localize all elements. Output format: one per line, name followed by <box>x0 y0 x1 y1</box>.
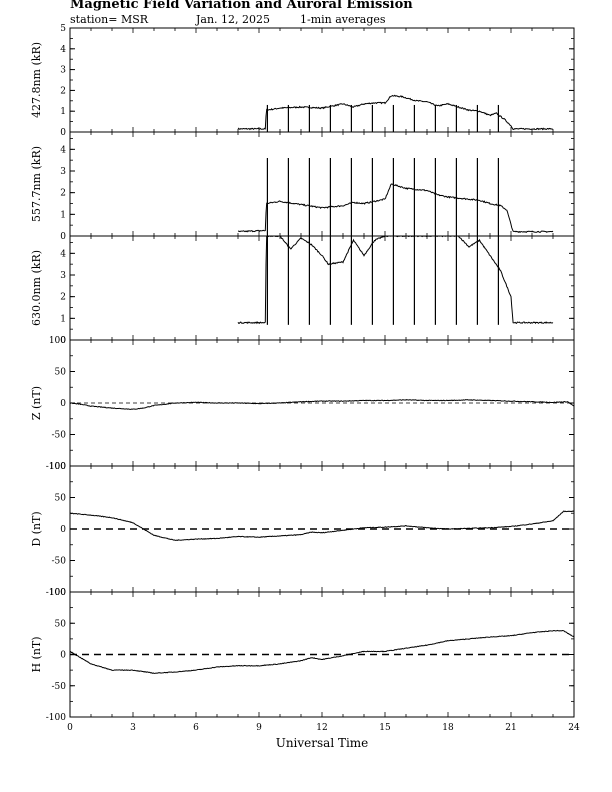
xtick-label-5: 15 <box>379 723 391 733</box>
series-line-427 <box>237 94 554 131</box>
ytick-label-D-3: 50 <box>55 494 67 504</box>
series-line-Z <box>69 399 575 410</box>
ytick-label-630-2: 2 <box>60 293 66 303</box>
xtick-label-3: 9 <box>256 723 262 733</box>
ytick-label-427-3: 3 <box>60 66 66 76</box>
ytick-label-Z-1: -50 <box>52 431 67 441</box>
ylabel-Z: Z (nT) <box>30 386 43 420</box>
xtick-label-4: 12 <box>316 723 327 733</box>
series-line-H <box>69 629 575 674</box>
xtick-label-2: 6 <box>193 723 199 733</box>
ylabel-D: D (nT) <box>30 511 43 546</box>
ylabel-630: 630.0nm (kR) <box>30 250 43 326</box>
series-line-D <box>69 510 575 542</box>
ytick-label-427-0: 0 <box>60 128 66 138</box>
date-label: Jan. 12, 2025 <box>196 13 271 26</box>
series-line-557 <box>237 183 554 234</box>
xtick-label-8: 24 <box>568 723 580 733</box>
ytick-label-H-1: -50 <box>52 682 67 692</box>
ytick-label-427-5: 5 <box>60 24 66 34</box>
ytick-label-D-1: -50 <box>52 557 67 567</box>
ytick-label-557-3: 3 <box>60 167 66 177</box>
ytick-label-D-2: 0 <box>60 525 66 535</box>
ylabel-427: 427.8nm (kR) <box>30 42 43 118</box>
series-line-630 <box>237 235 554 325</box>
ytick-label-557-2: 2 <box>60 189 66 199</box>
ytick-label-557-4: 4 <box>60 145 66 155</box>
ytick-label-D-4: 100 <box>49 462 66 472</box>
ytick-label-H-4: 100 <box>49 588 66 598</box>
ytick-label-H-3: 50 <box>55 619 67 629</box>
station-label: station= MSR <box>70 13 149 26</box>
ytick-label-630-4: 4 <box>60 249 66 259</box>
ytick-label-H-0: -100 <box>46 713 66 723</box>
ytick-label-Z-2: 0 <box>60 399 66 409</box>
ytick-label-557-1: 1 <box>60 210 66 220</box>
xtick-label-1: 3 <box>130 723 136 733</box>
ytick-label-H-2: 0 <box>60 651 66 661</box>
xtick-label-6: 18 <box>442 723 454 733</box>
ytick-label-557-0: 0 <box>60 232 66 242</box>
ytick-label-D-0: -100 <box>46 588 66 598</box>
ytick-label-427-2: 2 <box>60 86 66 96</box>
ytick-label-630-1: 1 <box>60 314 66 324</box>
ytick-label-630-3: 3 <box>60 271 66 281</box>
averaging-label: 1-min averages <box>300 13 386 26</box>
ytick-label-427-1: 1 <box>60 107 66 117</box>
ytick-label-Z-4: 100 <box>49 336 66 346</box>
ylabel-557: 557.7nm (kR) <box>30 146 43 222</box>
ytick-label-Z-0: -100 <box>46 462 66 472</box>
ytick-label-427-4: 4 <box>60 45 66 55</box>
ytick-label-630-0: 0 <box>60 336 66 346</box>
xtick-label-7: 21 <box>505 723 516 733</box>
xlabel: Universal Time <box>276 736 369 750</box>
ytick-label-Z-3: 50 <box>55 368 67 378</box>
xtick-label-0: 0 <box>67 723 73 733</box>
ylabel-H: H (nT) <box>30 636 43 672</box>
page-title: Magnetic Field Variation and Auroral Emi… <box>70 0 413 12</box>
